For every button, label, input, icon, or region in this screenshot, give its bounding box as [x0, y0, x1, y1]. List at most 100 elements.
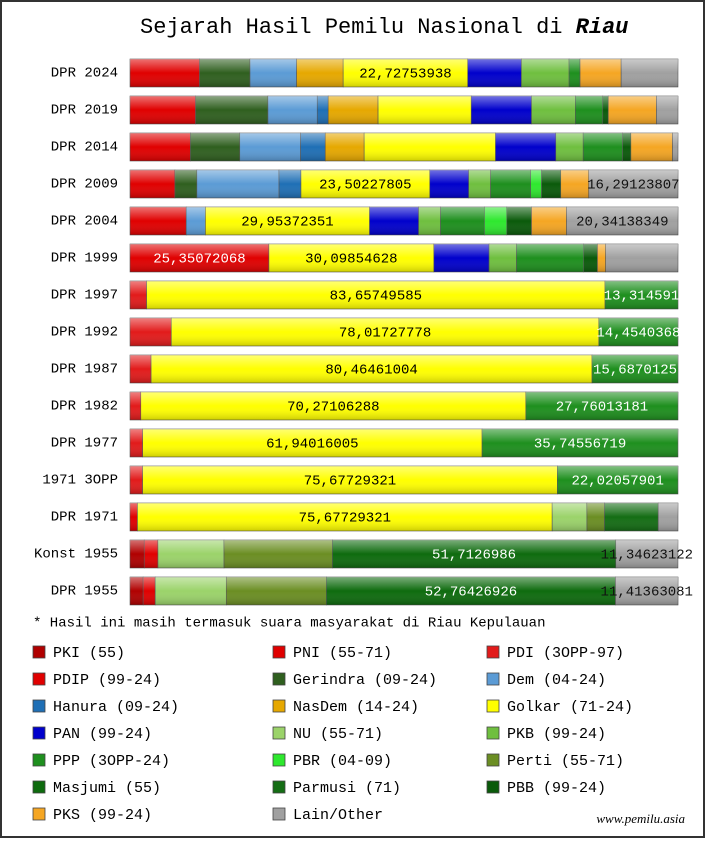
legend-label: PAN (99-24) — [53, 726, 152, 743]
legend-label: Dem (04-24) — [507, 672, 606, 689]
category-label: Konst 1955 — [34, 547, 118, 563]
legend-swatch — [32, 780, 46, 794]
bar-segment — [604, 502, 659, 532]
bar-segment — [630, 132, 673, 162]
legend-label: Gerindra (09-24) — [293, 672, 437, 689]
value-label: 16,29123807 — [587, 178, 679, 194]
value-label: 83,65749585 — [330, 289, 422, 305]
value-label: 80,46461004 — [325, 363, 417, 379]
value-label: 70,27106288 — [287, 400, 379, 416]
bar-segment — [672, 132, 679, 162]
value-label: 13,314591 — [604, 289, 680, 305]
bar-segment — [225, 576, 327, 606]
category-label: DPR 1977 — [51, 436, 118, 452]
bar-segment — [656, 95, 679, 125]
bar-segment — [142, 576, 156, 606]
bar-segment — [195, 95, 269, 125]
value-label: 30,09854628 — [305, 252, 397, 268]
category-label: DPR 2024 — [51, 66, 118, 82]
bar-segment — [657, 502, 679, 532]
value-label: 78,01727778 — [339, 326, 431, 342]
bar-segment — [586, 502, 605, 532]
value-label: 52,76426926 — [425, 585, 517, 601]
legend-swatch — [486, 726, 500, 740]
bar-segment — [300, 132, 326, 162]
category-label: DPR 1982 — [51, 399, 118, 415]
bar-segment — [154, 576, 227, 606]
bar-segment — [185, 206, 206, 236]
legend-label: PBB (99-24) — [507, 780, 606, 797]
legend-swatch — [32, 753, 46, 767]
legend-swatch — [272, 753, 286, 767]
category-label: DPR 1955 — [51, 584, 118, 600]
legend-swatch — [272, 645, 286, 659]
legend-label: PBR (04-09) — [293, 753, 392, 770]
bar-segment — [583, 243, 598, 273]
legend-label: PDIP (99-24) — [53, 672, 161, 689]
value-label: 22,72753938 — [359, 67, 451, 83]
legend-swatch — [486, 753, 500, 767]
bar-segment — [620, 58, 679, 88]
legend-label: PPP (3OPP-24) — [53, 753, 170, 770]
bar-segment — [568, 58, 581, 88]
bar-segment — [575, 95, 604, 125]
value-label: 22,02057901 — [571, 474, 663, 490]
bar-segment — [296, 58, 344, 88]
legend-swatch — [32, 726, 46, 740]
legend-label: PKI (55) — [53, 645, 125, 662]
value-label: 51,7126986 — [432, 548, 516, 564]
value-label: 15,6870125 — [593, 363, 677, 379]
bar-segment — [129, 354, 152, 384]
legend-swatch — [272, 699, 286, 713]
bar-segment — [129, 465, 143, 495]
bar-segment — [129, 280, 147, 310]
bar-segment — [327, 95, 379, 125]
legend-label: Parmusi (71) — [293, 780, 401, 797]
chart-title: Sejarah Hasil Pemilu Nasional di Riau — [140, 15, 628, 40]
legend-label: Hanura (09-24) — [53, 699, 179, 716]
bar-segment — [582, 132, 623, 162]
legend-swatch — [32, 807, 46, 821]
category-label: DPR 1999 — [51, 251, 118, 267]
bar-segment — [316, 95, 329, 125]
bar-segment — [129, 539, 145, 569]
bar-segment — [429, 169, 469, 199]
bar-segment — [196, 169, 280, 199]
bar-segment — [531, 95, 576, 125]
legend-swatch — [272, 672, 286, 686]
bar-segment — [484, 206, 508, 236]
bar-segment — [129, 391, 142, 421]
bar-segment — [129, 58, 200, 88]
category-label: DPR 1971 — [51, 510, 118, 526]
legend-label: NasDem (14-24) — [293, 699, 419, 716]
legend-label: Perti (55-71) — [507, 753, 624, 770]
bar-segment — [506, 206, 532, 236]
bar-segment — [470, 95, 532, 125]
bar-segment — [490, 169, 531, 199]
value-label: 29,95372351 — [241, 215, 333, 231]
legend-swatch — [272, 726, 286, 740]
bar-segment — [530, 169, 542, 199]
legend-label: Masjumi (55) — [53, 780, 161, 797]
bar-segment — [369, 206, 419, 236]
legend-swatch — [486, 645, 500, 659]
category-label: DPR 2004 — [51, 214, 118, 230]
legend-swatch — [486, 672, 500, 686]
legend-label: PNI (55-71) — [293, 645, 392, 662]
category-label: 1971 3OPP — [42, 473, 118, 489]
legend-swatch — [486, 699, 500, 713]
bar-segment — [541, 169, 562, 199]
bar-segment — [377, 95, 472, 125]
title-region: Riau — [576, 15, 629, 40]
legend-label: Golkar (71-24) — [507, 699, 633, 716]
bar-segment — [199, 58, 251, 88]
bar-segment — [468, 169, 491, 199]
bar-segment — [607, 95, 657, 125]
value-label: 25,35072068 — [153, 252, 245, 268]
legend-label: Lain/Other — [293, 807, 383, 824]
legend-label: PKB (99-24) — [507, 726, 606, 743]
value-label: 61,94016005 — [266, 437, 358, 453]
legend-swatch — [32, 699, 46, 713]
value-label: 11,34623122 — [601, 548, 693, 564]
